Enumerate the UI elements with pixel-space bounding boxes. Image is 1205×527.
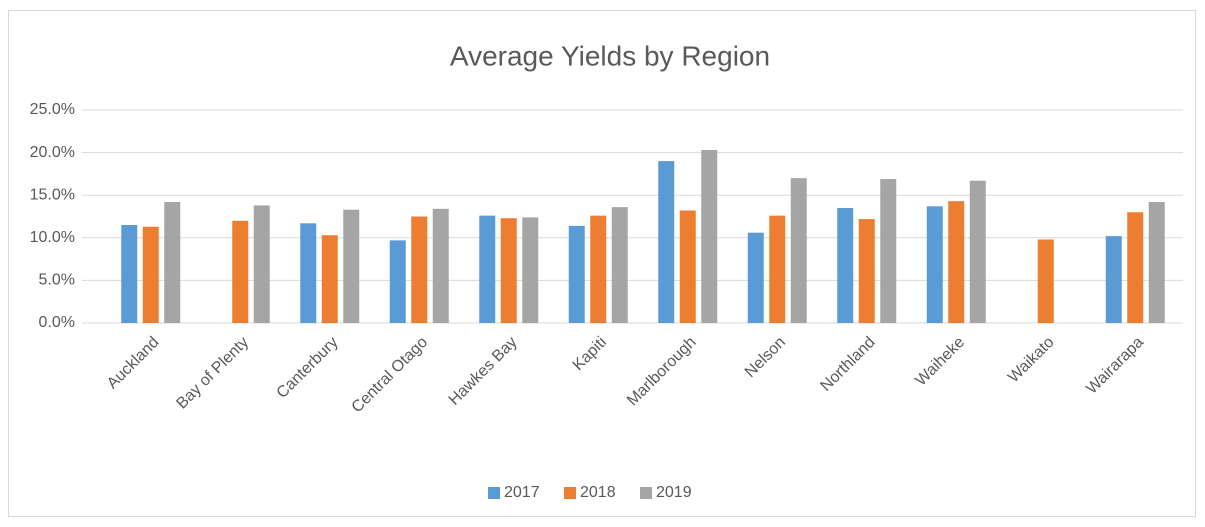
legend-swatch [564, 487, 576, 499]
y-tick-label: 20.0% [30, 144, 75, 161]
bar [837, 207, 854, 323]
bar [590, 215, 607, 323]
y-tick-label: 15.0% [30, 186, 75, 203]
bar [1037, 239, 1054, 323]
legend-label: 2018 [580, 484, 616, 501]
bar [679, 210, 696, 323]
bar [858, 219, 875, 323]
bar [769, 215, 786, 323]
legend-label: 2019 [656, 484, 692, 501]
bar [611, 207, 628, 323]
bar [1127, 212, 1144, 323]
bar [142, 226, 159, 323]
y-tick-label: 5.0% [39, 272, 75, 289]
bar [232, 220, 249, 323]
bar [658, 161, 675, 323]
bar [253, 205, 270, 323]
y-tick-label: 0.0% [39, 314, 75, 331]
bar [568, 225, 585, 323]
bar [969, 180, 986, 323]
bar [500, 218, 517, 323]
bar [432, 208, 449, 323]
bar [479, 215, 496, 323]
legend-swatch [488, 487, 500, 499]
y-tick-label: 25.0% [30, 101, 75, 118]
legend-swatch [640, 487, 652, 499]
bar [1105, 236, 1122, 323]
bar [121, 225, 138, 323]
y-tick-label: 10.0% [30, 229, 75, 246]
bar [164, 202, 181, 323]
bar [1148, 202, 1165, 323]
bar [389, 240, 406, 323]
bar [948, 201, 965, 323]
bar [343, 209, 360, 323]
bar [300, 223, 317, 323]
bar [790, 178, 807, 323]
bar [701, 150, 718, 323]
bar [522, 217, 539, 323]
bar [880, 179, 897, 323]
bar [411, 216, 428, 323]
bar [747, 232, 764, 323]
chart-title: Average Yields by Region [450, 40, 770, 71]
bar [926, 206, 943, 323]
bar [321, 235, 338, 323]
legend-label: 2017 [504, 484, 540, 501]
